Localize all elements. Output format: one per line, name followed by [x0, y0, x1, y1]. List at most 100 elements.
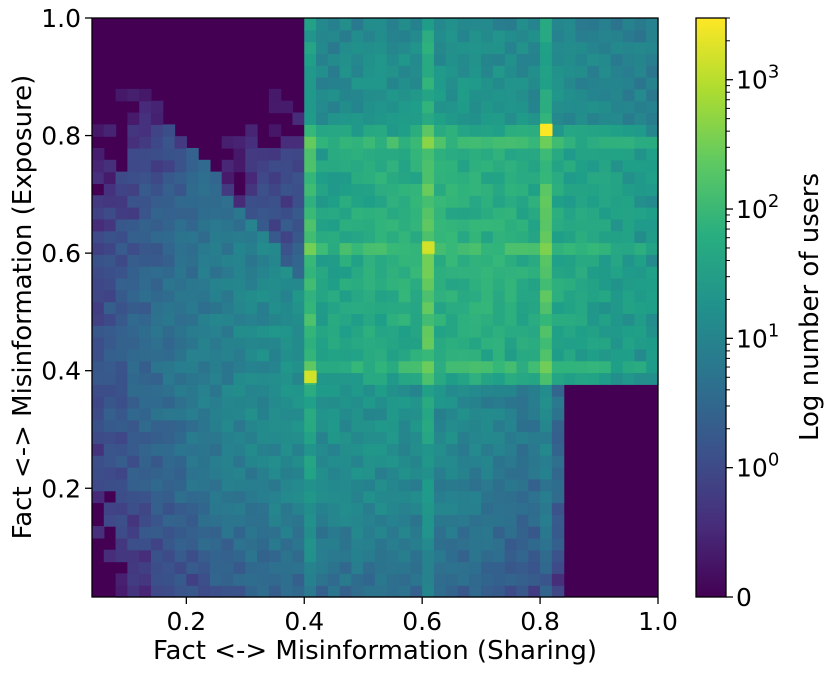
- heatmap-cell: [127, 490, 140, 504]
- heatmap-cell: [162, 325, 176, 338]
- heatmap-cell: [257, 301, 270, 315]
- heatmap-cell: [622, 77, 636, 90]
- heatmap-cell: [398, 396, 411, 409]
- heatmap-cell: [646, 65, 659, 78]
- heatmap-cell: [492, 372, 506, 385]
- heatmap-cell: [103, 207, 117, 220]
- x-tick-label: 0.4: [284, 607, 324, 636]
- heatmap-cell: [174, 372, 187, 385]
- heatmap-cell: [481, 537, 494, 551]
- heatmap-cell: [599, 88, 612, 102]
- heatmap-cell: [316, 348, 329, 362]
- heatmap-cell: [422, 360, 435, 374]
- heatmap-cell: [339, 53, 353, 66]
- heatmap-cell: [139, 419, 152, 433]
- heatmap-cell: [351, 467, 364, 480]
- heatmap-cell: [233, 490, 246, 504]
- colorbar-label: Log number of users: [795, 173, 825, 441]
- colorbar-tick-label: 0: [736, 583, 752, 612]
- heatmap-cell: [351, 301, 364, 315]
- heatmap-cell: [209, 337, 223, 350]
- heatmap-cell: [257, 431, 270, 444]
- heatmap-cell: [551, 100, 565, 114]
- heatmap-cell: [280, 337, 294, 350]
- heatmap-cell: [174, 242, 187, 255]
- heatmap-cell: [280, 136, 294, 149]
- heatmap-cell: [150, 100, 164, 114]
- heatmap-cell: [575, 65, 588, 78]
- heatmap-cell: [174, 230, 187, 244]
- heatmap-cell: [469, 88, 482, 102]
- heatmap-cell: [422, 195, 435, 208]
- heatmap-cell: [245, 313, 258, 326]
- heatmap-cell: [316, 289, 329, 303]
- heatmap-cell: [375, 207, 388, 220]
- heatmap-cell: [481, 230, 494, 244]
- heatmap-cell: [221, 183, 235, 196]
- heatmap-cell: [127, 502, 140, 515]
- heatmap-cell: [139, 537, 152, 551]
- heatmap-cell: [587, 348, 600, 362]
- heatmap-cell: [162, 266, 176, 279]
- heatmap-cell: [103, 514, 117, 527]
- heatmap-cell: [221, 325, 235, 338]
- heatmap-cell: [363, 218, 376, 232]
- heatmap-cell: [445, 443, 459, 456]
- heatmap-cell: [209, 266, 223, 279]
- heatmap-cell: [162, 242, 176, 255]
- heatmap-cell: [304, 419, 317, 433]
- heatmap-cell: [245, 502, 258, 515]
- heatmap-cell: [127, 372, 140, 385]
- heatmap-cell: [457, 514, 470, 527]
- heatmap-cell: [386, 207, 400, 220]
- heatmap-cell: [481, 207, 494, 220]
- heatmap-cell: [622, 124, 636, 137]
- heatmap-cell: [351, 325, 364, 338]
- heatmap-cell: [292, 478, 305, 492]
- heatmap-cell: [268, 159, 282, 173]
- heatmap-cell: [150, 431, 164, 444]
- heatmap-cell: [304, 490, 317, 504]
- heatmap-cell: [634, 124, 647, 137]
- heatmap-cell: [304, 325, 317, 338]
- heatmap-cell: [316, 136, 329, 149]
- heatmap-cell: [351, 207, 364, 220]
- heatmap-cell: [327, 124, 341, 137]
- heatmap-cell: [587, 372, 600, 385]
- heatmap-cell: [445, 455, 459, 468]
- heatmap-cell: [445, 266, 459, 279]
- heatmap-cell: [174, 313, 187, 326]
- heatmap-cell: [575, 18, 588, 31]
- heatmap-cell: [327, 407, 341, 421]
- heatmap-cell: [363, 443, 376, 456]
- heatmap-cell: [375, 301, 388, 315]
- heatmap-cell: [386, 277, 400, 291]
- heatmap-cell: [103, 360, 117, 374]
- heatmap-cell: [209, 467, 223, 480]
- heatmap-peak-cell: [422, 241, 435, 254]
- heatmap-cell: [646, 124, 659, 137]
- heatmap-cell: [599, 159, 612, 173]
- heatmap-cell: [422, 171, 435, 185]
- heatmap-cell: [268, 147, 282, 161]
- heatmap-cell: [492, 585, 506, 598]
- heatmap-cell: [304, 242, 317, 255]
- heatmap-cell: [245, 573, 258, 586]
- heatmap-cell: [433, 230, 447, 244]
- heatmap-cell: [351, 77, 364, 90]
- heatmap-cell: [445, 254, 459, 267]
- heatmap-cell: [575, 124, 588, 137]
- heatmap-cell: [528, 41, 541, 55]
- heatmap-cell: [410, 195, 423, 208]
- heatmap-cell: [481, 77, 494, 90]
- heatmap-cell: [221, 526, 235, 539]
- heatmap-cell: [398, 325, 411, 338]
- heatmap-cell: [386, 77, 400, 90]
- heatmap-cell: [268, 537, 282, 551]
- heatmap-cell: [139, 136, 152, 149]
- heatmap-cell: [198, 396, 211, 409]
- heatmap-cell: [563, 195, 577, 208]
- heatmap-cell: [410, 289, 423, 303]
- heatmap-cell: [469, 490, 482, 504]
